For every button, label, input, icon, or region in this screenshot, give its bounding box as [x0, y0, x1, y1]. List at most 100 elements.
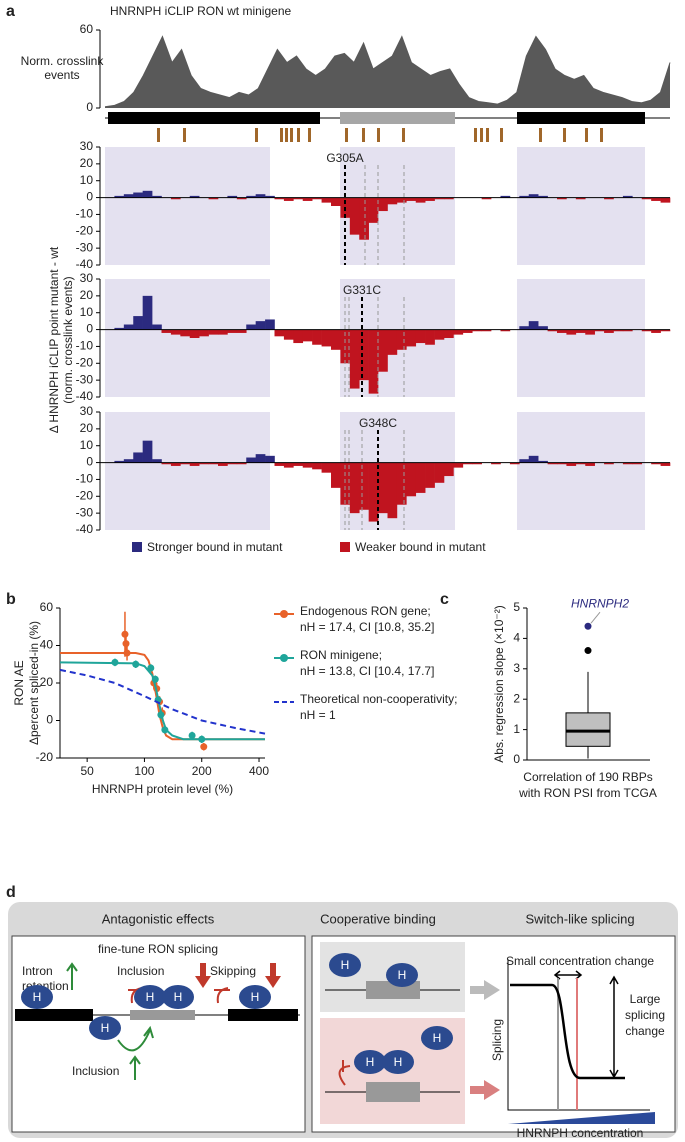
delta-bar — [340, 462, 351, 505]
exon — [517, 112, 645, 124]
y-axis-label: Norm. crosslink — [21, 54, 105, 68]
motif — [480, 128, 483, 142]
motif — [255, 128, 258, 142]
point — [157, 711, 165, 719]
delta-bar — [312, 329, 322, 345]
legend-label: nH = 13.8, CI [10.4, 17.7] — [300, 664, 434, 678]
delta-bar — [293, 329, 304, 344]
protein-label: H — [174, 990, 183, 1004]
y-axis-label: Abs. regression slope (×10⁻²) — [492, 605, 506, 762]
point — [122, 640, 130, 648]
delta-bar — [538, 326, 548, 330]
delta-bar — [189, 195, 200, 198]
delta-bar — [453, 462, 464, 468]
y-tick-label: 10 — [80, 173, 94, 187]
legend-label: RON minigene; — [300, 648, 382, 662]
motif — [308, 128, 311, 142]
area-fill — [105, 36, 670, 108]
y-tick-label: 5 — [513, 600, 520, 614]
y-axis-label: RON AE — [12, 660, 26, 705]
point — [111, 658, 119, 666]
mutation-label: G348C — [359, 416, 397, 430]
delta-bar — [462, 329, 473, 333]
exon-shade — [105, 279, 270, 397]
delta-bar — [622, 195, 633, 198]
section-title: Cooperative binding — [320, 911, 436, 926]
point — [123, 649, 131, 657]
delta-bar — [302, 197, 313, 201]
delta-bar — [585, 462, 595, 466]
delta-bar — [321, 197, 332, 203]
delta-bar — [406, 197, 417, 201]
exon — [340, 112, 455, 124]
y-tick-label: 0 — [86, 190, 93, 204]
delta-bar — [500, 329, 511, 332]
delta-bar — [189, 462, 200, 466]
delta-bar — [415, 462, 426, 493]
y-tick-label: -20 — [76, 223, 94, 237]
delta-bar — [274, 462, 285, 466]
motif — [157, 128, 160, 142]
delta-bar — [208, 329, 219, 335]
delta-bar — [538, 195, 548, 198]
y-axis-label: Δ HNRNPH iCLIP point mutant - wt — [47, 246, 61, 433]
delta-bar — [396, 329, 407, 350]
protein — [134, 985, 166, 1009]
delta-bar — [444, 329, 454, 338]
legend-swatch — [132, 542, 142, 552]
delta-bar — [660, 329, 671, 332]
delta-bar — [236, 462, 247, 465]
y-tick-label: 0 — [46, 713, 53, 727]
effect-label: Inclusion — [117, 964, 164, 978]
legend-label: nH = 17.4, CI [10.8, 35.2] — [300, 620, 434, 634]
delta-bar — [519, 195, 530, 198]
protein-label: H — [341, 958, 350, 972]
delta-bar — [453, 329, 464, 335]
delta-bar — [170, 329, 181, 335]
point — [147, 664, 155, 672]
box — [565, 712, 611, 747]
delta-bar — [227, 195, 238, 198]
exon — [228, 1009, 298, 1021]
motif — [345, 128, 348, 142]
delta-bar — [613, 329, 624, 332]
delta-bar — [472, 329, 482, 332]
legend-label: Stronger bound in mutant — [147, 540, 283, 554]
delta-bar — [170, 462, 181, 466]
delta-bar — [387, 197, 398, 205]
fit-line — [60, 652, 265, 741]
protein-label: H — [394, 1055, 403, 1069]
delta-bar — [142, 440, 153, 463]
delta-bar — [133, 452, 143, 463]
y-tick-label: 0 — [86, 100, 93, 114]
y-tick-label: 1 — [513, 722, 520, 736]
protein — [421, 1026, 453, 1050]
delta-bar — [509, 462, 520, 465]
exon-shade — [517, 279, 645, 397]
delta-bar — [368, 197, 379, 223]
y-tick-label: 10 — [80, 305, 94, 319]
y-tick-label: -30 — [76, 372, 94, 386]
delta-bar — [208, 462, 219, 465]
delta-bar — [651, 197, 661, 201]
y-tick-label: 20 — [80, 421, 94, 435]
effect-label: Intron — [22, 964, 53, 978]
gradient — [508, 1112, 655, 1124]
delta-bar — [472, 462, 482, 465]
delta-bar — [236, 329, 247, 333]
delta-bar — [575, 329, 586, 333]
y-axis-label: (norm. crosslink events) — [61, 276, 75, 403]
delta-bar — [152, 195, 162, 198]
y-tick-label: 30 — [80, 139, 94, 153]
delta-bar — [123, 194, 134, 198]
delta-bar — [632, 462, 643, 465]
y-tick-label: 3 — [513, 661, 520, 675]
legend-label: Weaker bound in mutant — [355, 540, 486, 554]
delta-bar — [331, 329, 341, 350]
x-tick-label: 100 — [134, 764, 154, 778]
down-arrow — [195, 976, 211, 988]
delta-bar — [246, 195, 256, 198]
y-tick-label: 20 — [40, 675, 54, 689]
delta-bar — [660, 197, 671, 203]
delta-bar — [406, 329, 417, 347]
